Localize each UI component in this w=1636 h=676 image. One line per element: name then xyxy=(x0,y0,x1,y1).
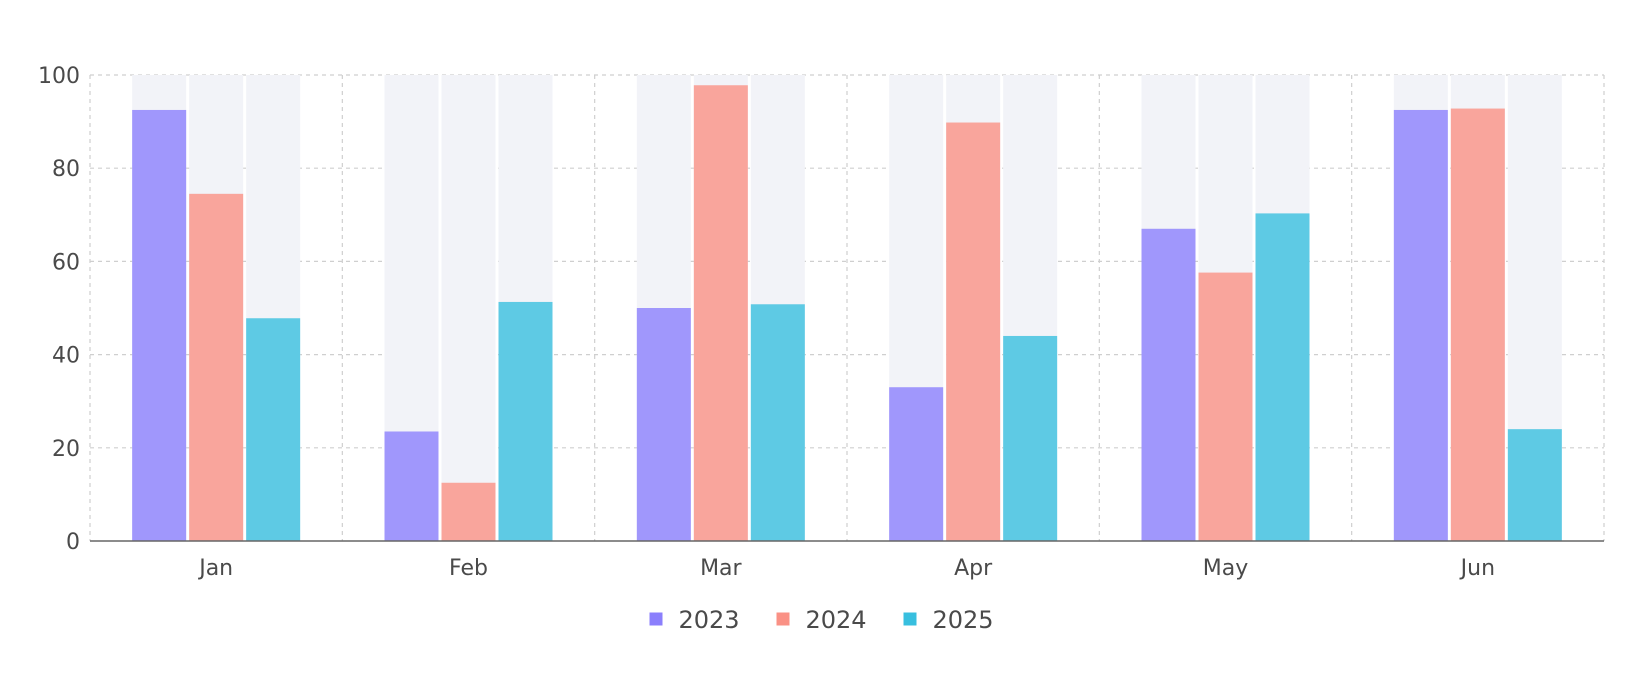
legend-label: 2024 xyxy=(806,606,867,634)
background-bar xyxy=(442,75,496,541)
bar-2025-jun[interactable] xyxy=(1508,429,1562,541)
legend-item-2025[interactable]: 2025 xyxy=(904,606,994,634)
bar-2025-jan[interactable] xyxy=(246,318,300,541)
y-tick-label: 40 xyxy=(52,344,80,369)
bars xyxy=(132,85,1562,541)
y-tick-label: 0 xyxy=(66,530,80,555)
bar-2023-may[interactable] xyxy=(1142,229,1196,541)
bar-2024-feb[interactable] xyxy=(442,483,496,541)
legend-label: 2023 xyxy=(679,606,740,634)
bar-2024-jun[interactable] xyxy=(1451,109,1505,541)
legend-item-2024[interactable]: 2024 xyxy=(777,606,867,634)
bar-2025-feb[interactable] xyxy=(499,302,553,541)
x-tick-label: Jan xyxy=(197,556,233,581)
bar-2023-mar[interactable] xyxy=(637,308,691,541)
bar-2025-apr[interactable] xyxy=(1003,336,1057,541)
legend-swatch xyxy=(777,613,790,626)
legend[interactable]: 2023 2024 2025 xyxy=(650,606,994,634)
y-tick-label: 60 xyxy=(52,250,80,275)
x-tick-label: Apr xyxy=(954,556,993,581)
bar-2024-apr[interactable] xyxy=(946,123,1000,541)
legend-item-2023[interactable]: 2023 xyxy=(650,606,740,634)
bar-2025-may[interactable] xyxy=(1256,213,1310,541)
legend-swatch xyxy=(650,613,663,626)
x-tick-label: Feb xyxy=(449,556,488,581)
x-tick-label: May xyxy=(1203,556,1248,581)
bar-2023-feb[interactable] xyxy=(385,431,439,541)
bar-2025-mar[interactable] xyxy=(751,304,805,541)
y-tick-label: 100 xyxy=(38,64,80,89)
bar-2023-jun[interactable] xyxy=(1394,110,1448,541)
y-tick-label: 20 xyxy=(52,437,80,462)
bar-2024-may[interactable] xyxy=(1199,273,1253,541)
x-tick-label: Jun xyxy=(1459,556,1495,581)
bar-2023-apr[interactable] xyxy=(889,387,943,541)
bar-2024-jan[interactable] xyxy=(189,194,243,541)
legend-label: 2025 xyxy=(933,606,994,634)
grid xyxy=(90,75,1604,541)
bar-2024-mar[interactable] xyxy=(694,85,748,541)
bar-2023-jan[interactable] xyxy=(132,110,186,541)
legend-swatch xyxy=(904,613,917,626)
y-tick-label: 80 xyxy=(52,157,80,182)
x-tick-label: Mar xyxy=(700,556,742,581)
